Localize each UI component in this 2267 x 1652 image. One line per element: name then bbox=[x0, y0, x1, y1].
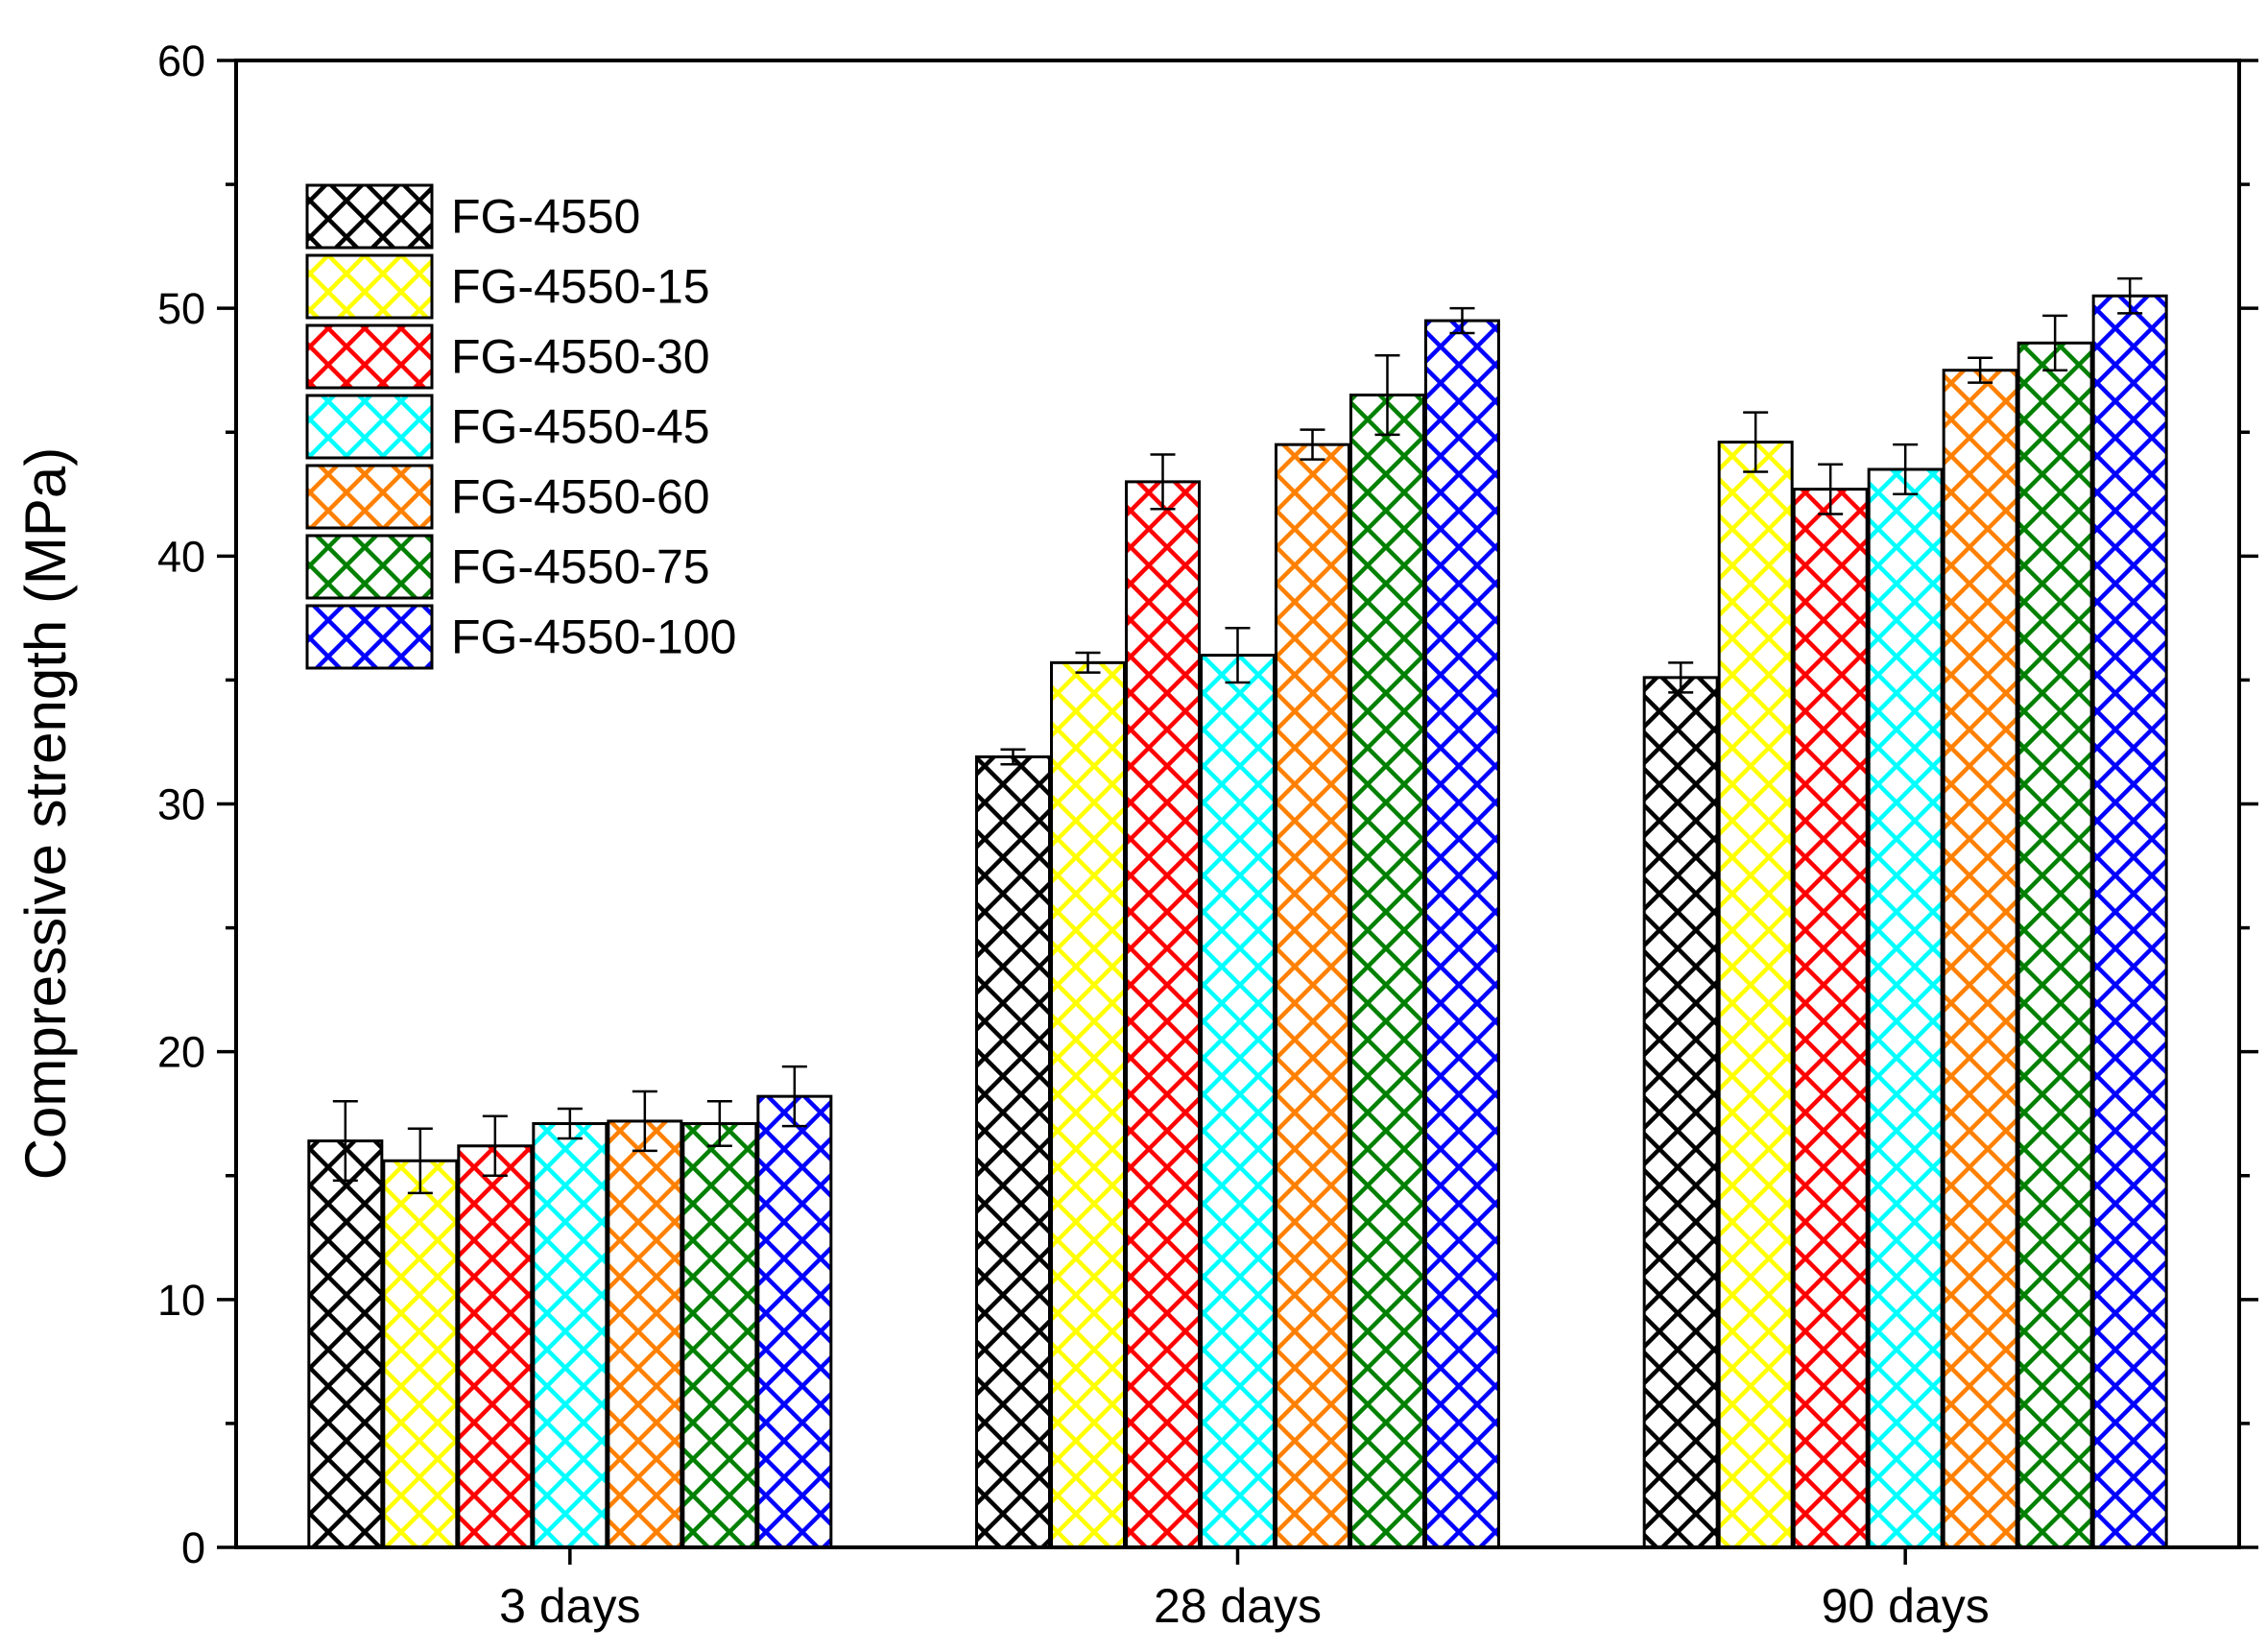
bar bbox=[1792, 488, 1869, 1549]
bar bbox=[1125, 480, 1201, 1549]
bar bbox=[1424, 319, 1500, 1549]
bar bbox=[532, 1122, 609, 1549]
bar bbox=[1942, 369, 2018, 1549]
x-category-label: 28 days bbox=[1154, 1579, 1322, 1633]
bar bbox=[1642, 676, 1719, 1549]
legend-label: FG-4550-100 bbox=[451, 611, 736, 664]
legend-label: FG-4550-15 bbox=[451, 260, 710, 314]
legend-label: FG-4550-45 bbox=[451, 400, 710, 454]
legend-label: FG-4550 bbox=[451, 190, 640, 244]
bar bbox=[382, 1159, 459, 1549]
legend-label: FG-4550-60 bbox=[451, 470, 710, 524]
bar bbox=[681, 1122, 758, 1549]
axes-layer: 0 10 20 30 40 50 60 3 days 28 days 90 days bbox=[157, 36, 2258, 1633]
bar bbox=[457, 1144, 534, 1549]
bar bbox=[1349, 394, 1425, 1549]
legend-swatch bbox=[305, 464, 434, 530]
legend-swatch bbox=[305, 604, 434, 670]
bars-layer bbox=[307, 294, 2168, 1549]
legend: FG-4550 FG-4550-15 FG-4550-30 FG-4550-45 FG-… bbox=[305, 183, 736, 670]
bar bbox=[2016, 341, 2093, 1549]
x-category-label: 90 days bbox=[1822, 1579, 1990, 1633]
y-tick-label: 40 bbox=[157, 532, 205, 581]
y-tick-label: 60 bbox=[157, 36, 205, 85]
bar bbox=[756, 1094, 833, 1549]
bar bbox=[307, 1139, 384, 1549]
legend-swatch bbox=[305, 394, 434, 460]
error-bars-layer bbox=[332, 276, 2143, 1195]
y-tick-label: 30 bbox=[157, 780, 205, 829]
bar bbox=[1275, 443, 1350, 1549]
bar bbox=[975, 754, 1051, 1549]
bar bbox=[1867, 467, 1944, 1549]
bar bbox=[1717, 441, 1794, 1549]
y-tick-label: 50 bbox=[157, 284, 205, 333]
legend-swatch bbox=[305, 253, 434, 320]
bar bbox=[2091, 294, 2168, 1549]
bar bbox=[1200, 654, 1276, 1549]
legend-swatch bbox=[305, 534, 434, 600]
bar bbox=[607, 1119, 683, 1549]
y-axis-label: Compressive strength (MPa) bbox=[13, 447, 78, 1181]
legend-label: FG-4550-75 bbox=[451, 540, 710, 594]
y-tick-label: 0 bbox=[181, 1523, 205, 1572]
legend-swatch bbox=[305, 323, 434, 390]
y-tick-label: 20 bbox=[157, 1028, 205, 1077]
x-category-label: 3 days bbox=[499, 1579, 640, 1633]
legend-swatch bbox=[305, 183, 434, 250]
y-tick-label: 10 bbox=[157, 1276, 205, 1325]
bar bbox=[1050, 660, 1126, 1549]
legend-label: FG-4550-30 bbox=[451, 330, 710, 384]
